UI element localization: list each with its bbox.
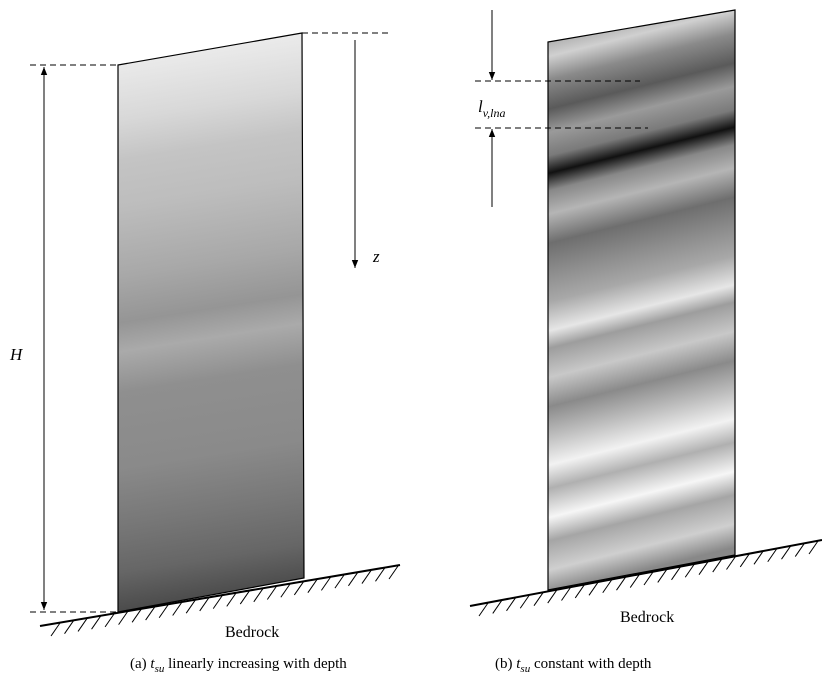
hatch-mark xyxy=(547,589,558,604)
dashed-guides xyxy=(475,80,648,129)
hatch-mark xyxy=(616,576,626,591)
caption: (a) tsu linearly increasing with depth xyxy=(130,656,347,676)
hatch-mark xyxy=(320,577,331,591)
hatch-mark xyxy=(50,622,61,637)
hatch-mark xyxy=(712,558,723,573)
hatch-mark xyxy=(212,595,223,609)
length-label: lv,lna xyxy=(478,97,506,120)
height-label: H xyxy=(9,345,24,364)
hatch-mark xyxy=(629,574,640,588)
hatch-mark xyxy=(602,579,613,594)
hatch-mark xyxy=(91,615,101,630)
hatch-mark xyxy=(280,583,291,598)
hatch-mark xyxy=(478,602,489,617)
hatch-mark xyxy=(519,594,530,609)
hatch-mark xyxy=(671,566,681,581)
hatch-mark xyxy=(492,600,503,614)
hatch-mark xyxy=(334,574,345,589)
hatch-mark xyxy=(574,584,585,599)
hatch-mark xyxy=(104,613,115,628)
hatch-mark xyxy=(131,609,142,623)
hatch-mark xyxy=(172,602,183,616)
hatch-mark xyxy=(64,620,74,635)
hatch-mark xyxy=(561,587,571,601)
soil-column xyxy=(117,32,305,613)
hatch-mark xyxy=(794,543,805,557)
hatch-mark xyxy=(698,561,709,575)
hatch-mark xyxy=(375,567,385,582)
hatch-mark xyxy=(158,604,169,619)
caption: (b) tsu constant with depth xyxy=(495,656,652,676)
soil-column xyxy=(547,9,736,591)
bedrock-hatch xyxy=(50,565,399,637)
hatch-mark xyxy=(684,563,695,578)
depth-label: z xyxy=(372,247,380,266)
dashed-guides xyxy=(30,32,392,613)
hatch-mark xyxy=(753,551,764,565)
hatch-mark xyxy=(266,586,277,600)
hatch-mark xyxy=(293,581,304,596)
hatch-mark xyxy=(199,597,210,612)
bedrock-line xyxy=(469,539,822,607)
hatch-mark xyxy=(118,611,129,625)
hatch-mark xyxy=(781,545,791,560)
hatch-mark xyxy=(226,593,237,607)
hatch-mark xyxy=(239,590,250,605)
hatch-mark xyxy=(145,606,156,621)
hatch-mark xyxy=(643,571,654,586)
hatch-mark xyxy=(808,540,819,555)
hatch-mark xyxy=(533,592,544,606)
hatch-mark xyxy=(348,572,358,587)
bedrock-label: Bedrock xyxy=(225,624,279,641)
hatch-mark xyxy=(253,588,264,603)
hatch-mark xyxy=(388,565,399,580)
hatch-mark xyxy=(767,548,778,563)
hatch-mark xyxy=(506,597,516,612)
hatch-mark xyxy=(726,556,736,570)
bedrock-label: Bedrock xyxy=(620,609,674,626)
hatch-mark xyxy=(588,582,599,596)
bedrock-hatch xyxy=(478,540,819,617)
bedrock-line xyxy=(39,564,401,627)
hatch-mark xyxy=(739,553,750,568)
hatch-mark xyxy=(657,569,668,583)
hatch-mark xyxy=(77,618,88,632)
hatch-mark xyxy=(307,579,318,593)
hatch-mark xyxy=(185,599,196,614)
hatch-mark xyxy=(361,570,372,584)
